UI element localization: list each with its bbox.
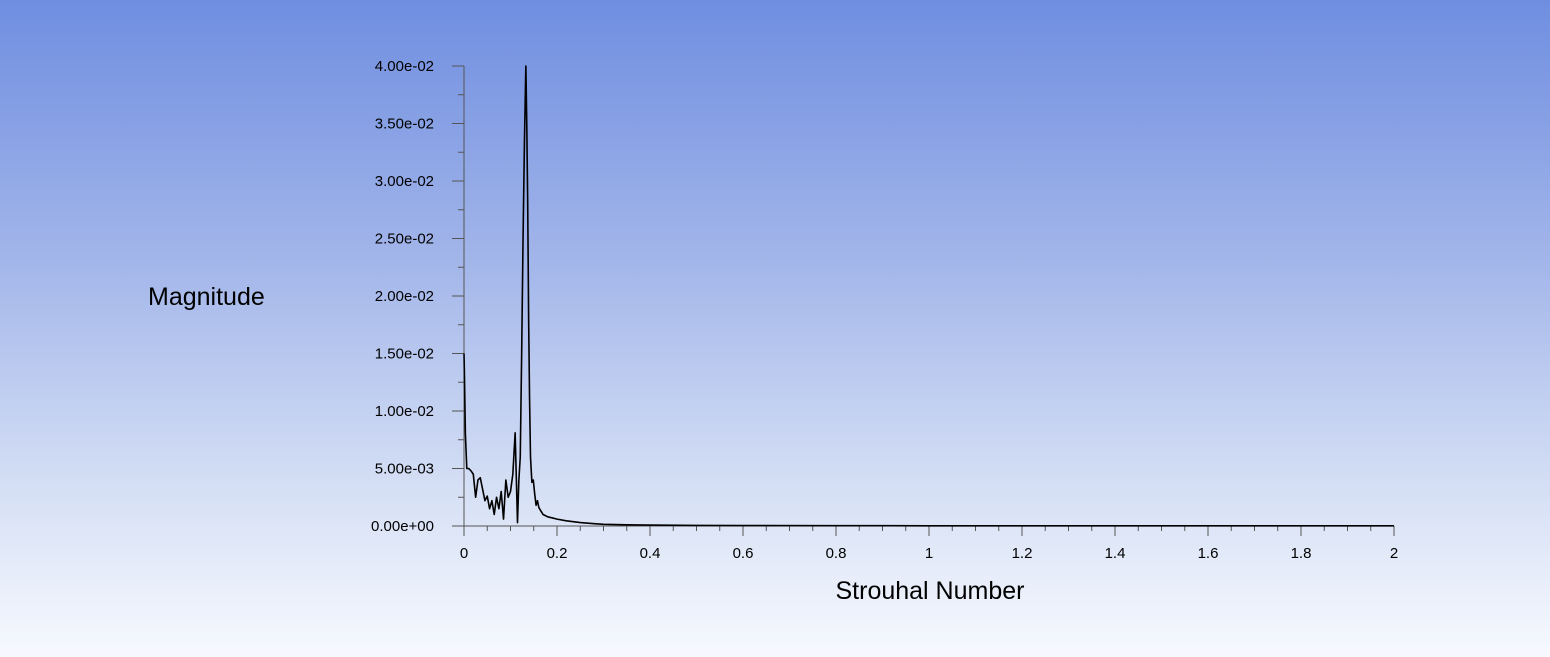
y-axis: 0.00e+00 5.00e-03 1.00e-02 1.50e-02 2.00e-02… <box>371 58 465 535</box>
y-tick-label: 3.50e-02 <box>375 116 434 133</box>
x-tick-label: 1.4 <box>1105 545 1126 562</box>
x-tick-label: 1 <box>925 545 933 562</box>
x-axis-title: Strouhal Number <box>836 577 1025 605</box>
x-tick-label: 1.6 <box>1198 545 1219 562</box>
series-layer <box>463 65 1394 527</box>
y-tick-label: 5.00e-03 <box>375 461 434 478</box>
y-tick-label: 1.00e-02 <box>375 403 434 420</box>
series-line-0 <box>463 65 1394 527</box>
x-axis: 0 0.2 0.4 0.6 0.8 1 1.2 1.4 1.6 1.8 2 <box>460 525 1398 562</box>
x-tick-label: 0 <box>460 545 468 562</box>
y-tick-label: 0.00e+00 <box>371 518 434 535</box>
x-tick-label: 0.6 <box>733 545 754 562</box>
y-tick-label: 1.50e-02 <box>375 346 434 363</box>
x-tick-label: 0.8 <box>826 545 847 562</box>
x-tick-label: 0.4 <box>640 545 661 562</box>
y-tick-label: 3.00e-02 <box>375 173 434 190</box>
y-axis-title: Magnitude <box>148 283 265 311</box>
x-tick-label: 1.2 <box>1012 545 1033 562</box>
x-tick-label: 1.8 <box>1291 545 1312 562</box>
y-tick-label: 2.00e-02 <box>375 288 434 305</box>
x-tick-label: 2 <box>1390 545 1398 562</box>
y-tick-label: 4.00e-02 <box>375 58 434 75</box>
x-tick-label: 0.2 <box>547 545 568 562</box>
y-tick-label: 2.50e-02 <box>375 231 434 248</box>
